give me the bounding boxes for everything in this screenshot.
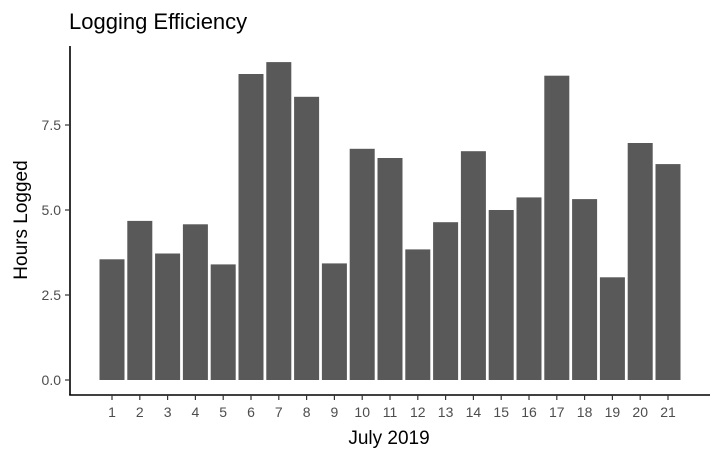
y-tick-label: 2.5	[42, 287, 62, 303]
x-tick-label: 8	[303, 404, 311, 420]
y-tick-label: 7.5	[42, 117, 62, 133]
x-tick-label: 20	[632, 404, 648, 420]
bar-day-1	[99, 259, 125, 380]
x-axis-title: July 2019	[348, 428, 429, 449]
bars-group	[99, 62, 681, 381]
bar-day-6	[238, 74, 264, 380]
bar-day-20	[627, 143, 653, 380]
x-tick-label: 19	[605, 404, 621, 420]
x-tick-label: 7	[275, 404, 283, 420]
bar-day-7	[266, 62, 292, 380]
chart-title: Logging Efficiency	[69, 9, 247, 34]
x-ticks-group: 1 2 3 4 5 6 7 8 9 10 11 12 13 14 15 16 17 18 19 20 21	[108, 395, 676, 420]
bar-day-12	[405, 249, 431, 380]
x-tick-label: 9	[331, 404, 339, 420]
bar-day-10	[349, 148, 375, 380]
x-tick-label: 18	[577, 404, 593, 420]
x-tick-label: 13	[438, 404, 454, 420]
x-tick-label: 15	[493, 404, 509, 420]
x-tick-label: 17	[549, 404, 565, 420]
y-ticks-group: 0.0 2.5 5.0 7.5	[42, 117, 70, 388]
x-tick-label: 1	[108, 404, 116, 420]
bar-day-4	[182, 224, 208, 380]
y-tick-label: 0.0	[42, 372, 62, 388]
bar-day-19	[599, 277, 625, 380]
bar-day-2	[127, 220, 153, 380]
x-tick-label: 6	[247, 404, 255, 420]
bar-day-15	[488, 210, 514, 380]
x-tick-label: 5	[219, 404, 227, 420]
bar-day-14	[460, 151, 486, 380]
bar-day-16	[516, 197, 542, 380]
x-tick-label: 2	[136, 404, 144, 420]
bar-day-17	[544, 75, 570, 380]
bar-day-13	[433, 222, 459, 380]
bar-day-5	[210, 264, 236, 380]
x-tick-label: 4	[192, 404, 200, 420]
y-axis-title: Hours Logged	[11, 160, 32, 279]
x-tick-label: 12	[410, 404, 426, 420]
bar-day-9	[321, 263, 347, 380]
x-tick-label: 14	[466, 404, 482, 420]
x-tick-label: 3	[164, 404, 172, 420]
x-tick-label: 21	[660, 404, 676, 420]
bar-day-3	[155, 253, 181, 380]
bar-day-21	[655, 164, 681, 380]
bar-day-18	[572, 199, 598, 380]
x-tick-label: 10	[354, 404, 370, 420]
bar-day-8	[294, 96, 320, 381]
x-tick-label: 16	[521, 404, 537, 420]
bar-day-11	[377, 158, 403, 380]
y-tick-label: 5.0	[42, 202, 62, 218]
x-tick-label: 11	[383, 404, 398, 420]
